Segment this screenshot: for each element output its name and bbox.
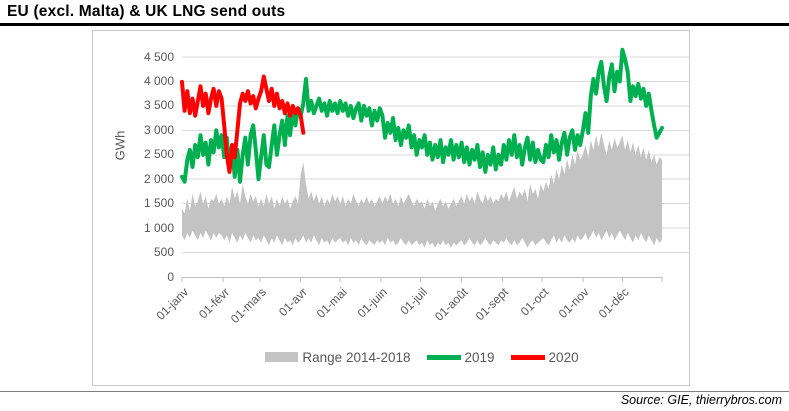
y-axis-tick-label: 4 000 bbox=[143, 73, 174, 88]
legend-swatch-2020 bbox=[510, 354, 545, 360]
y-axis-tick-label: 0 bbox=[167, 269, 174, 284]
legend-swatch-2019 bbox=[426, 354, 461, 360]
title-underline bbox=[0, 23, 789, 26]
legend: Range 2014-2018 2019 2020 bbox=[182, 348, 662, 366]
y-axis-tick-label: 500 bbox=[153, 245, 174, 260]
line-2020 bbox=[180, 74, 306, 174]
legend-item-range-2014-2018: Range 2014-2018 bbox=[265, 349, 411, 365]
y-axis-tick-label: 2 500 bbox=[143, 147, 174, 162]
y-axis-tick-label: 4 500 bbox=[143, 49, 174, 64]
chart-title: EU (excl. Malta) & UK LNG send outs bbox=[7, 3, 286, 20]
y-axis-tick-label: 1 000 bbox=[143, 220, 174, 235]
line-2019 bbox=[180, 47, 664, 184]
legend-swatch-range-2014-2018 bbox=[265, 352, 299, 362]
legend-item-2020: 2020 bbox=[510, 349, 579, 365]
y-axis-tick-label: 3 000 bbox=[143, 122, 174, 137]
range-band bbox=[182, 132, 662, 248]
y-axis-tick-label: 2 000 bbox=[143, 171, 174, 186]
y-axis-tick-label: 3 500 bbox=[143, 98, 174, 113]
legend-item-2019: 2019 bbox=[426, 349, 495, 365]
source-note: Source: GIE, thierrybros.com bbox=[620, 393, 782, 407]
legend-item-label: 2020 bbox=[548, 349, 579, 365]
legend-item-label: 2019 bbox=[464, 349, 495, 365]
y-axis-tick-label: 1 500 bbox=[143, 196, 174, 211]
legend-item-label: Range 2014-2018 bbox=[302, 349, 411, 365]
bottom-divider bbox=[0, 391, 789, 392]
